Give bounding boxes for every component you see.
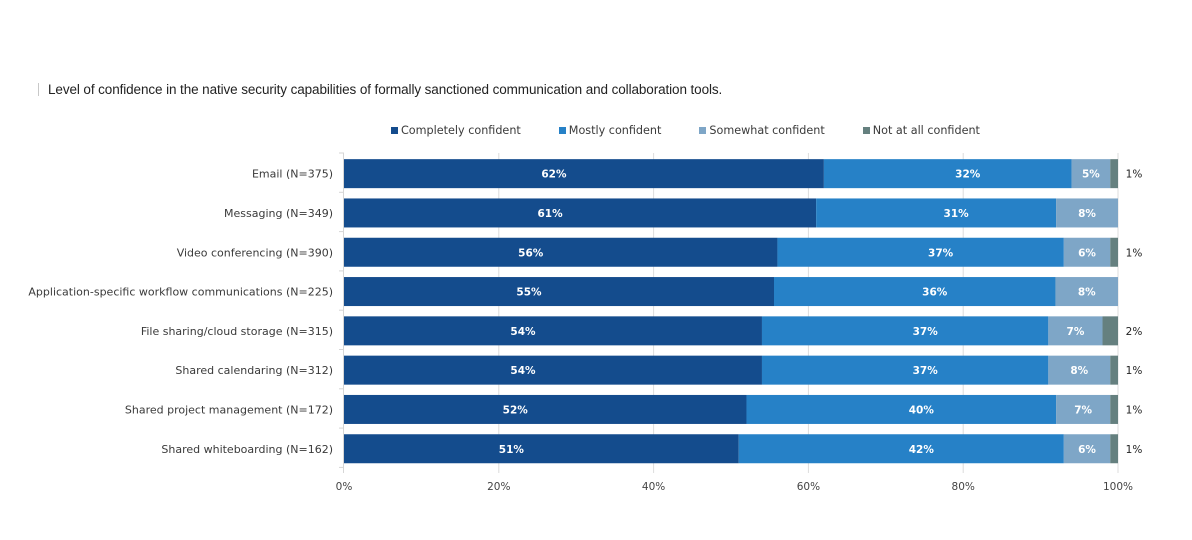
category-label: Email (N=375) <box>252 168 333 181</box>
bar-segment <box>1048 316 1103 346</box>
bar-segment <box>1110 355 1118 385</box>
data-label: 7% <box>1067 326 1085 338</box>
data-label: 62% <box>541 169 567 181</box>
legend-label: Somewhat confident <box>709 124 825 137</box>
bar-segment <box>344 434 739 464</box>
bar-segment <box>823 159 1072 189</box>
legend-label: Mostly confident <box>568 124 662 137</box>
data-label: 8% <box>1078 287 1096 299</box>
data-label: 55% <box>516 287 542 299</box>
data-label: 1% <box>1126 247 1143 259</box>
data-label: 32% <box>955 169 981 181</box>
legend-swatch <box>558 127 566 134</box>
bar-segment <box>746 394 1057 424</box>
bar-segment <box>816 198 1057 228</box>
bar-segment <box>344 394 747 424</box>
data-label: 6% <box>1078 247 1096 259</box>
data-label: 1% <box>1126 444 1143 456</box>
data-label: 54% <box>510 365 536 377</box>
legend-item: Mostly confident <box>558 124 662 137</box>
bar-segment <box>738 434 1064 464</box>
bar-segment <box>1110 434 1118 464</box>
bar-segment <box>1048 355 1111 385</box>
bar-segment <box>761 355 1049 385</box>
data-label: 61% <box>537 208 563 220</box>
data-label: 6% <box>1078 444 1096 456</box>
bar-segment <box>344 237 778 267</box>
data-label: 2% <box>1126 326 1143 338</box>
bar-segment <box>1056 394 1111 424</box>
legend-item: Somewhat confident <box>699 124 825 137</box>
x-tick-label: 20% <box>487 481 510 493</box>
legend-label: Completely confident <box>401 124 521 137</box>
bar-segment <box>774 277 1056 307</box>
category-label: Shared calendaring (N=312) <box>175 364 333 377</box>
bar-segment <box>1055 277 1118 307</box>
x-tick-label: 100% <box>1103 481 1133 493</box>
x-tick-label: 40% <box>642 481 665 493</box>
bar-segment <box>1063 237 1111 267</box>
bar-segment <box>1071 159 1111 189</box>
legend-item: Completely confident <box>391 124 521 137</box>
bar-segment <box>1102 316 1118 346</box>
chart-title: Level of confidence in the native securi… <box>48 82 723 97</box>
bar-segment <box>344 159 824 189</box>
data-label: 40% <box>909 404 935 416</box>
data-label: 51% <box>499 444 525 456</box>
bar-segment <box>344 355 762 385</box>
x-tick-label: 80% <box>952 481 975 493</box>
data-label: 1% <box>1126 404 1143 416</box>
category-label: Video conferencing (N=390) <box>177 246 333 259</box>
data-label: 36% <box>922 287 948 299</box>
bar-segment <box>344 198 817 228</box>
data-label: 52% <box>503 404 529 416</box>
category-label: Messaging (N=349) <box>224 207 333 220</box>
bar-segment <box>777 237 1064 267</box>
category-label: Shared project management (N=172) <box>125 403 333 416</box>
data-label: 37% <box>913 326 939 338</box>
x-tick-label: 60% <box>797 481 820 493</box>
category-label: Shared whiteboarding (N=162) <box>161 443 333 456</box>
category-label: Application-specific workflow communicat… <box>28 286 333 299</box>
bar-segment <box>344 277 774 307</box>
legend-swatch <box>391 127 398 134</box>
data-label: 8% <box>1078 208 1096 220</box>
data-label: 1% <box>1126 169 1143 181</box>
bar-segment <box>1110 237 1118 267</box>
data-label: 37% <box>913 365 939 377</box>
x-tick-label: 0% <box>336 481 353 493</box>
category-label: File sharing/cloud storage (N=315) <box>141 325 333 338</box>
bar-segment <box>1110 394 1118 424</box>
chart-title-wrap: Level of confidence in the native securi… <box>38 82 722 97</box>
bar-segment <box>1056 198 1118 228</box>
data-label: 7% <box>1074 404 1092 416</box>
bar-segment <box>1063 434 1111 464</box>
bar-segment <box>1110 159 1118 189</box>
legend-item: Not at all confident <box>862 124 980 137</box>
bar-segment <box>344 316 762 346</box>
bar-segment <box>761 316 1049 346</box>
data-label: 56% <box>518 247 544 259</box>
data-label: 1% <box>1126 365 1143 377</box>
title-marker <box>38 83 39 96</box>
chart-legend: Completely confident Mostly confident Some… <box>391 124 980 137</box>
data-label: 31% <box>944 208 970 220</box>
data-label: 8% <box>1070 365 1088 377</box>
legend-swatch <box>862 127 870 134</box>
data-label: 42% <box>909 444 935 456</box>
data-label: 54% <box>510 326 536 338</box>
legend-swatch <box>699 127 707 134</box>
legend-label: Not at all confident <box>872 124 980 137</box>
data-label: 37% <box>928 247 954 259</box>
data-label: 5% <box>1082 169 1100 181</box>
